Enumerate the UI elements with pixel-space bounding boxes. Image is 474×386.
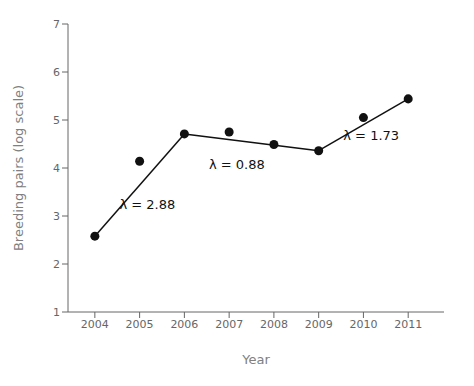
svg-text:Breeding pairs (log scale): Breeding pairs (log scale) xyxy=(11,85,26,251)
svg-text:λ = 2.88: λ = 2.88 xyxy=(119,197,175,212)
svg-text:4: 4 xyxy=(53,162,60,175)
svg-text:2011: 2011 xyxy=(394,318,422,331)
svg-text:2007: 2007 xyxy=(215,318,243,331)
svg-text:2005: 2005 xyxy=(126,318,154,331)
svg-text:Year: Year xyxy=(241,352,270,367)
svg-text:λ = 0.88: λ = 0.88 xyxy=(209,157,265,172)
svg-text:2009: 2009 xyxy=(305,318,333,331)
svg-text:5: 5 xyxy=(53,114,60,127)
svg-text:2008: 2008 xyxy=(260,318,288,331)
svg-text:1: 1 xyxy=(53,306,60,319)
svg-text:7: 7 xyxy=(53,18,60,31)
svg-text:2006: 2006 xyxy=(170,318,198,331)
svg-text:3: 3 xyxy=(53,210,60,223)
svg-text:6: 6 xyxy=(53,66,60,79)
svg-text:λ = 1.73: λ = 1.73 xyxy=(343,128,399,143)
svg-text:2: 2 xyxy=(53,258,60,271)
svg-text:2010: 2010 xyxy=(349,318,377,331)
svg-text:2004: 2004 xyxy=(81,318,109,331)
